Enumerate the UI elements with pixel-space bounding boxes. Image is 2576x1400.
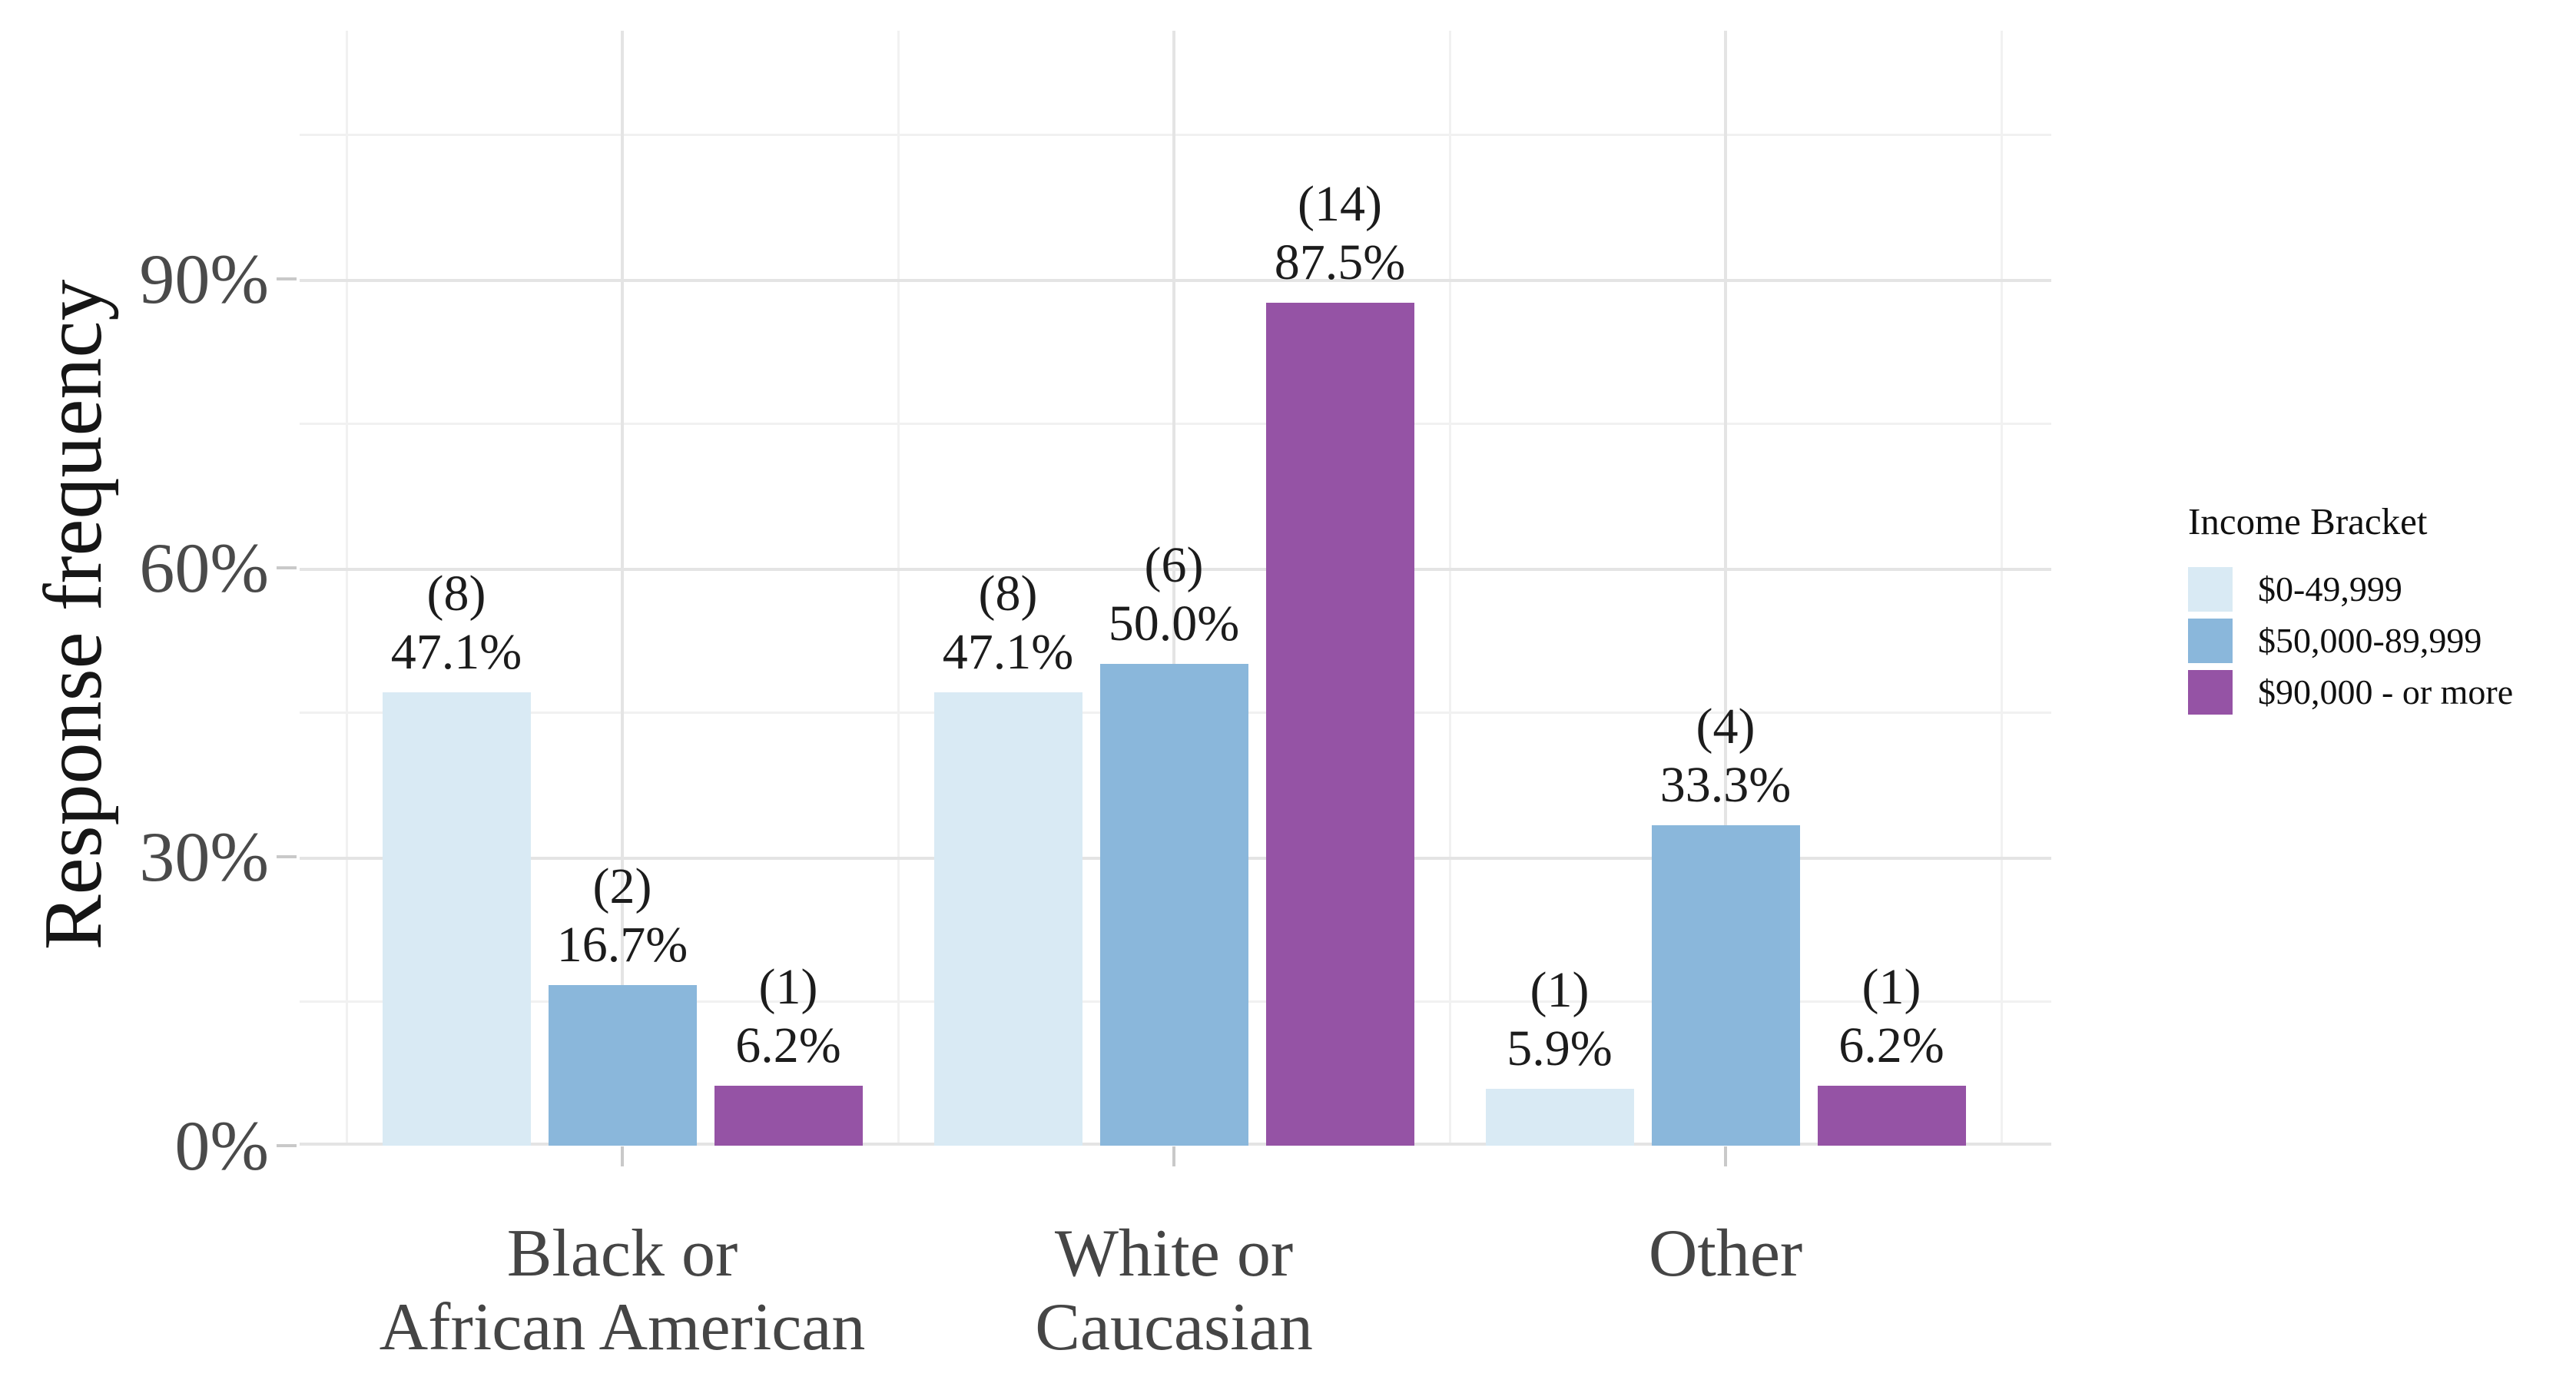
major-gridline-h [300,568,2051,572]
y-tick-mark [277,277,297,281]
plot-panel: (8) 47.1% (8) 47.1% (1) 5.9% (2) 16.7% (6) 5… [300,31,2051,1146]
legend-item-label: $90,000 - or more [2258,672,2514,712]
bar [1485,1089,1634,1146]
y-tick-label: 30% [139,818,269,896]
legend-item-label: $50,000-89,999 [2258,621,2482,660]
bar [1265,303,1414,1146]
bar-label: (4) 33.3% [1659,698,1792,813]
y-tick-label: 90% [139,240,269,319]
x-tick-label: Black or African American [379,1216,866,1365]
x-tick-mark [1172,1146,1175,1166]
bar [1651,824,1800,1146]
y-tick-mark [277,855,297,858]
bar-label: (1) 5.9% [1507,962,1613,1077]
x-tick-label: White or Caucasian [1035,1216,1313,1365]
major-gridline-v [1172,31,1175,1146]
legend-swatch [2188,619,2233,663]
legend: Income Bracket $0-49,999 $50,000-89,999 $9… [2188,501,2576,722]
x-tick-mark [1724,1146,1727,1166]
bar [1099,664,1248,1146]
x-tick-label: Other [1648,1216,1803,1291]
legend-items: $0-49,999 $50,000-89,999 $90,000 - or more [2188,567,2576,715]
legend-swatch [2188,670,2233,715]
bar [382,692,531,1146]
bar-label: (14) 87.5% [1274,176,1406,291]
bar-label: (1) 6.2% [735,959,841,1074]
minor-gridline-v [897,31,900,1146]
y-tick-label: 60% [139,529,269,608]
major-gridline-v [621,31,624,1146]
minor-gridline-v [345,31,348,1146]
minor-gridline-v [2000,31,2003,1146]
legend-swatch [2188,567,2233,612]
minor-gridline-v [1448,31,1451,1146]
x-tick-mark [621,1146,624,1166]
legend-title: Income Bracket [2188,500,2428,542]
bar [548,984,697,1146]
bar-label: (8) 47.1% [942,565,1074,680]
bar-label: (1) 6.2% [1838,959,1944,1074]
major-gridline-h [300,279,2051,283]
y-tick-mark [277,566,297,570]
bar [714,1086,863,1146]
minor-gridline-h [300,422,2051,425]
bar-label: (8) 47.1% [390,565,522,680]
legend-item: $0-49,999 [2188,567,2576,612]
minor-gridline-h [300,133,2051,136]
bar-label: (2) 16.7% [556,858,688,973]
major-gridline-v [1724,31,1727,1146]
bar [933,692,1082,1146]
legend-item-label: $0-49,999 [2258,569,2402,609]
y-tick-mark [277,1144,297,1147]
bar [1817,1086,1966,1146]
legend-item: $50,000-89,999 [2188,619,2576,663]
bar-label: (6) 50.0% [1108,537,1240,652]
y-tick-label: 0% [174,1106,269,1185]
legend-item: $90,000 - or more [2188,670,2576,715]
